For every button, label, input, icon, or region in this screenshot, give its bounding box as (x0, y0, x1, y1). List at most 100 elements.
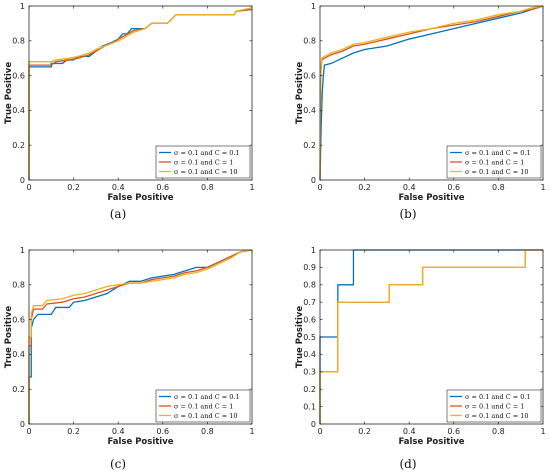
x-tick-label: 0.8 (201, 183, 214, 192)
x-tick-label: 1 (540, 183, 545, 192)
legend-label: σ = 0.1 and C = 0.1 (465, 393, 531, 401)
x-tick-label: 0.4 (403, 183, 416, 192)
axes-box (28, 5, 253, 181)
legend-label: σ = 0.1 and C = 1 (465, 402, 524, 410)
legend-box (155, 145, 251, 179)
y-tick-label: 0 (20, 176, 25, 185)
legend-box (155, 389, 251, 423)
x-tick-label: 0 (26, 427, 31, 436)
x-axis-title: False Positive (107, 437, 173, 447)
x-tick-label: 0.2 (67, 427, 80, 436)
y-tick-label: 0.7 (303, 298, 316, 307)
series-line-3 (319, 249, 543, 424)
x-tick-label: 0.4 (112, 183, 125, 192)
legend-box (446, 145, 542, 179)
legend-label: σ = 0.1 and C = 1 (174, 158, 233, 166)
x-axis-title: False Positive (107, 193, 173, 203)
x-tick-label: 0.2 (358, 427, 371, 436)
y-tick-label: 0.8 (303, 37, 316, 46)
x-tick-label: 1 (540, 427, 545, 436)
x-tick-label: 0.4 (403, 427, 416, 436)
y-axis-title: True Positive (295, 62, 305, 124)
y-axis-title: True Positive (4, 62, 14, 124)
x-tick-label: 0 (317, 427, 322, 436)
panel-caption: (c) (110, 457, 126, 471)
y-tick-label: 0 (20, 420, 25, 429)
axes-box (319, 5, 544, 181)
y-tick-label: 0.6 (12, 315, 25, 324)
legend-label: σ = 0.1 and C = 10 (465, 412, 529, 420)
y-tick-label: 0.2 (303, 385, 316, 394)
x-tick-label: 0.8 (492, 183, 505, 192)
y-tick-label: 1 (311, 246, 316, 255)
y-tick-label: 1 (20, 2, 25, 11)
x-tick-label: 1 (249, 183, 254, 192)
roc-panel-d: 0 0.2 0.4 0.6 0.8 1 0 0.1 0.2 0.3 0.4 0.5 0.6 0.7 0.8 0… (295, 246, 546, 471)
y-tick-label: 0.8 (12, 37, 25, 46)
legend-label: σ = 0.1 and C = 1 (174, 402, 233, 410)
y-tick-label: 0.9 (303, 263, 316, 272)
legend: σ = 0.1 and C = 0.1σ = 0.1 and C = 1 σ = … (155, 389, 251, 423)
y-tick-label: 0.6 (303, 315, 316, 324)
series-line-3 (28, 7, 253, 180)
x-tick-label: 0.8 (492, 427, 505, 436)
legend-label: σ = 0.1 and C = 10 (174, 412, 238, 420)
axes-box (28, 249, 253, 425)
y-tick-label: 0 (311, 176, 316, 185)
y-axis-title: True Positive (4, 306, 14, 368)
y-tick-label: 0.6 (303, 71, 316, 80)
legend-label: σ = 0.1 and C = 10 (465, 168, 529, 176)
legend-label: σ = 0.1 and C = 0.1 (465, 149, 531, 157)
panel-caption: (a) (110, 207, 127, 221)
x-axis-title: False Positive (398, 193, 464, 203)
y-tick-label: 0.2 (303, 141, 316, 150)
legend: σ = 0.1 and C = 0.1σ = 0.1 and C = 1 σ = … (155, 145, 251, 179)
roc-panel-b: 0 0.2 0.4 0.6 0.8 1 0 0.2 0.4 0.6 0.8 1 False Positi… (295, 2, 546, 221)
roc-panel-a: 0 0.2 0.4 0.6 0.8 1 0 0.2 0.4 0.6 0.8 1 False Positi… (4, 2, 255, 221)
y-tick-label: 0.3 (303, 368, 316, 377)
x-tick-label: 1 (249, 427, 254, 436)
x-tick-label: 0 (317, 183, 322, 192)
x-tick-label: 0.6 (156, 427, 169, 436)
series-line-3 (319, 5, 544, 181)
legend: σ = 0.1 and C = 0.1σ = 0.1 and C = 1 σ = … (446, 389, 542, 423)
y-tick-label: 0.4 (12, 350, 25, 359)
y-tick-label: 1 (311, 2, 316, 11)
x-tick-label: 0.2 (67, 183, 80, 192)
y-tick-label: 0.4 (12, 106, 25, 115)
x-tick-label: 0.6 (447, 183, 460, 192)
legend-label: σ = 0.1 and C = 0.1 (174, 393, 240, 401)
y-tick-label: 1 (20, 246, 25, 255)
y-tick-label: 0.2 (12, 141, 25, 150)
x-tick-label: 0.2 (358, 183, 371, 192)
x-tick-label: 0.8 (201, 427, 214, 436)
y-tick-label: 0.1 (303, 402, 316, 411)
panel-caption: (d) (399, 457, 416, 471)
legend-label: σ = 0.1 and C = 1 (465, 158, 524, 166)
series-line-2 (28, 249, 253, 424)
x-tick-label: 0 (26, 183, 31, 192)
y-tick-label: 0.6 (12, 71, 25, 80)
series-line-1 (319, 5, 544, 181)
x-tick-label: 0.6 (156, 183, 169, 192)
series-line-2 (319, 5, 544, 181)
y-tick-label: 0.4 (303, 350, 316, 359)
y-tick-label: 0.5 (303, 333, 316, 342)
panel-caption: (b) (399, 207, 416, 221)
y-tick-label: 0.4 (303, 106, 316, 115)
series-line-3 (28, 249, 253, 424)
legend-label: σ = 0.1 and C = 10 (174, 168, 238, 176)
legend-box (446, 389, 542, 423)
x-tick-label: 0.6 (447, 427, 460, 436)
x-tick-label: 0.4 (112, 427, 125, 436)
legend-label: σ = 0.1 and C = 0.1 (174, 149, 240, 157)
y-tick-label: 0.2 (12, 385, 25, 394)
y-tick-label: 0.8 (12, 281, 25, 290)
y-tick-label: 0.8 (303, 281, 316, 290)
legend: σ = 0.1 and C = 0.1σ = 0.1 and C = 1 σ = … (446, 145, 542, 179)
roc-panel-c: 0 0.2 0.4 0.6 0.8 1 0 0.2 0.4 0.6 0.8 1 False Positi… (4, 246, 255, 471)
x-axis-title: False Positive (398, 437, 464, 447)
y-axis-title: True Positive (295, 306, 305, 368)
y-tick-label: 0 (311, 420, 316, 429)
